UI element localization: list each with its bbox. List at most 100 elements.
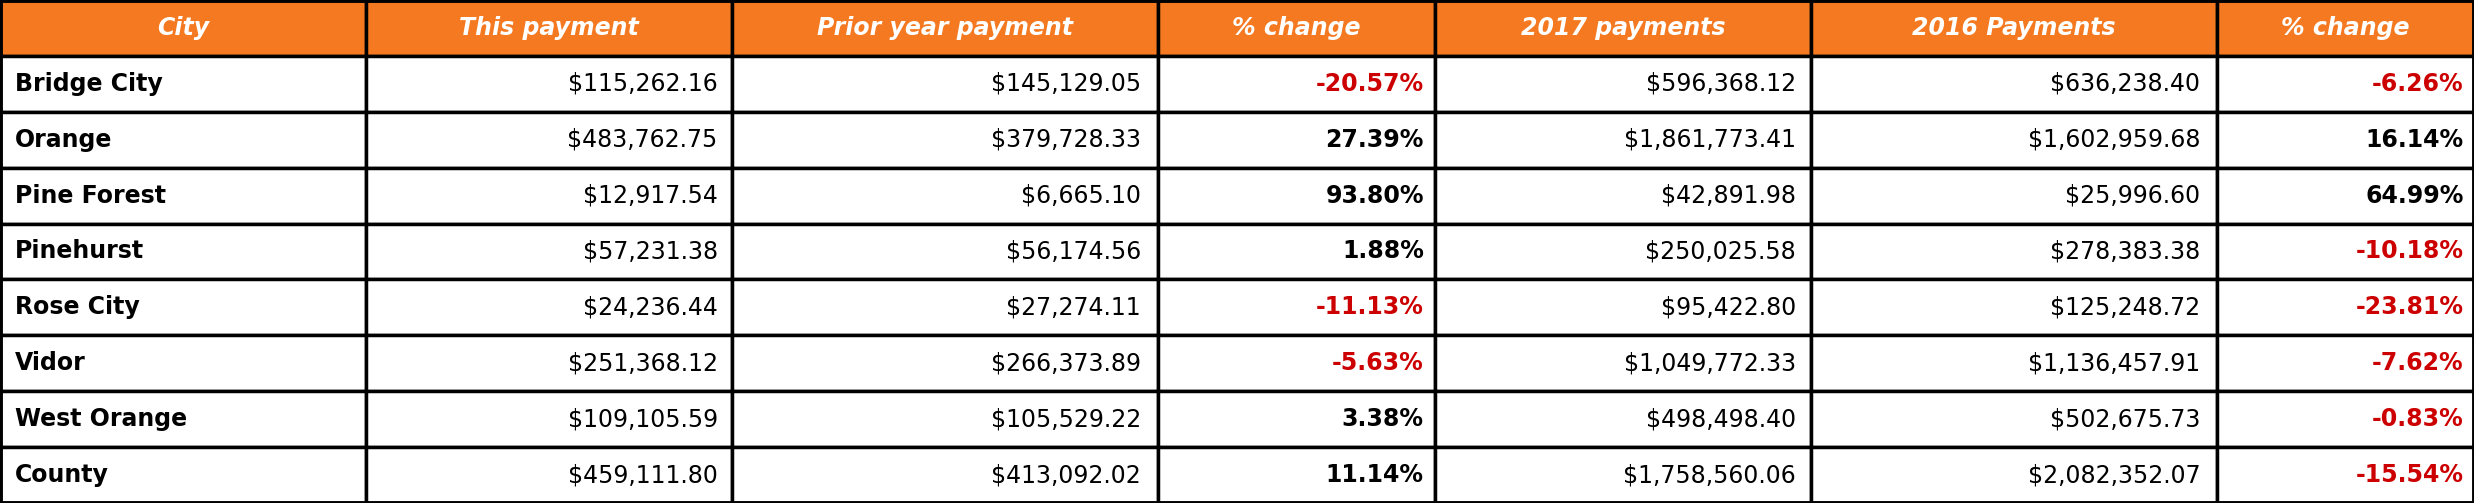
Text: Pinehurst: Pinehurst xyxy=(15,239,143,264)
Text: $250,025.58: $250,025.58 xyxy=(1645,239,1796,264)
Text: 2016 Payments: 2016 Payments xyxy=(1912,16,2115,40)
Bar xyxy=(0,280,366,336)
Text: $596,368.12: $596,368.12 xyxy=(1645,72,1796,96)
Text: $27,274.11: $27,274.11 xyxy=(1007,295,1141,319)
Text: $266,373.89: $266,373.89 xyxy=(990,351,1141,375)
Text: $413,092.02: $413,092.02 xyxy=(992,463,1141,487)
Bar xyxy=(1158,391,1435,447)
Bar xyxy=(1435,167,1811,223)
Bar xyxy=(0,56,366,112)
Text: $6,665.10: $6,665.10 xyxy=(1022,184,1141,208)
Text: -11.13%: -11.13% xyxy=(1316,295,1425,319)
Text: Bridge City: Bridge City xyxy=(15,72,163,96)
Bar xyxy=(0,391,366,447)
Bar xyxy=(732,56,1158,112)
Text: This payment: This payment xyxy=(460,16,638,40)
Text: 2017 payments: 2017 payments xyxy=(1522,16,1724,40)
Text: $95,422.80: $95,422.80 xyxy=(1660,295,1796,319)
Text: $1,758,560.06: $1,758,560.06 xyxy=(1623,463,1796,487)
Text: $109,105.59: $109,105.59 xyxy=(567,407,717,431)
Bar xyxy=(732,167,1158,223)
Text: $636,238.40: $636,238.40 xyxy=(2051,72,2199,96)
Bar xyxy=(1811,447,2217,503)
Text: $251,368.12: $251,368.12 xyxy=(567,351,717,375)
Bar xyxy=(366,223,732,280)
Bar xyxy=(1811,223,2217,280)
Text: 1.88%: 1.88% xyxy=(1341,239,1425,264)
Text: $115,262.16: $115,262.16 xyxy=(569,72,717,96)
Bar xyxy=(2217,391,2474,447)
Bar xyxy=(1435,112,1811,167)
Text: County: County xyxy=(15,463,109,487)
Text: $502,675.73: $502,675.73 xyxy=(2051,407,2199,431)
Text: 27.39%: 27.39% xyxy=(1326,128,1425,152)
Text: Rose City: Rose City xyxy=(15,295,139,319)
Text: -15.54%: -15.54% xyxy=(2355,463,2464,487)
Bar xyxy=(1435,0,1811,56)
Text: $278,383.38: $278,383.38 xyxy=(2051,239,2199,264)
Text: -20.57%: -20.57% xyxy=(1316,72,1425,96)
Bar xyxy=(1811,336,2217,391)
Bar xyxy=(732,280,1158,336)
Text: 93.80%: 93.80% xyxy=(1326,184,1425,208)
Text: $125,248.72: $125,248.72 xyxy=(2051,295,2199,319)
Bar xyxy=(1435,280,1811,336)
Bar xyxy=(366,167,732,223)
Bar xyxy=(732,112,1158,167)
Bar xyxy=(1811,167,2217,223)
Bar xyxy=(732,223,1158,280)
Text: $105,529.22: $105,529.22 xyxy=(990,407,1141,431)
Text: $57,231.38: $57,231.38 xyxy=(581,239,717,264)
Bar xyxy=(366,280,732,336)
Text: $42,891.98: $42,891.98 xyxy=(1660,184,1796,208)
Bar xyxy=(0,223,366,280)
Bar xyxy=(1811,56,2217,112)
Bar xyxy=(1158,336,1435,391)
Text: $25,996.60: $25,996.60 xyxy=(2066,184,2199,208)
Text: $459,111.80: $459,111.80 xyxy=(567,463,717,487)
Text: $379,728.33: $379,728.33 xyxy=(990,128,1141,152)
Text: West Orange: West Orange xyxy=(15,407,186,431)
Bar xyxy=(1811,280,2217,336)
Bar xyxy=(2217,280,2474,336)
Bar xyxy=(366,0,732,56)
Text: $1,602,959.68: $1,602,959.68 xyxy=(2029,128,2199,152)
Text: -23.81%: -23.81% xyxy=(2355,295,2464,319)
Bar xyxy=(2217,223,2474,280)
Text: 64.99%: 64.99% xyxy=(2365,184,2464,208)
Text: 3.38%: 3.38% xyxy=(1341,407,1425,431)
Bar xyxy=(0,336,366,391)
Text: $2,082,352.07: $2,082,352.07 xyxy=(2029,463,2199,487)
Bar xyxy=(2217,447,2474,503)
Bar xyxy=(2217,0,2474,56)
Bar xyxy=(0,447,366,503)
Bar xyxy=(2217,167,2474,223)
Text: $1,136,457.91: $1,136,457.91 xyxy=(2029,351,2199,375)
Bar xyxy=(732,391,1158,447)
Text: -7.62%: -7.62% xyxy=(2373,351,2464,375)
Text: $483,762.75: $483,762.75 xyxy=(567,128,717,152)
Text: -5.63%: -5.63% xyxy=(1331,351,1425,375)
Bar xyxy=(2217,56,2474,112)
Bar xyxy=(732,336,1158,391)
Bar xyxy=(2217,112,2474,167)
Bar xyxy=(1158,56,1435,112)
Bar xyxy=(1158,280,1435,336)
Bar xyxy=(1435,391,1811,447)
Text: -0.83%: -0.83% xyxy=(2373,407,2464,431)
Text: -10.18%: -10.18% xyxy=(2355,239,2464,264)
Bar xyxy=(366,447,732,503)
Text: Orange: Orange xyxy=(15,128,111,152)
Text: $1,861,773.41: $1,861,773.41 xyxy=(1623,128,1796,152)
Text: $145,129.05: $145,129.05 xyxy=(990,72,1141,96)
Bar xyxy=(1158,167,1435,223)
Text: 11.14%: 11.14% xyxy=(1326,463,1425,487)
Text: 16.14%: 16.14% xyxy=(2365,128,2464,152)
Text: Pine Forest: Pine Forest xyxy=(15,184,166,208)
Bar xyxy=(1811,391,2217,447)
Bar xyxy=(1158,223,1435,280)
Bar xyxy=(1158,112,1435,167)
Text: -6.26%: -6.26% xyxy=(2373,72,2464,96)
Bar xyxy=(1158,0,1435,56)
Bar xyxy=(1811,112,2217,167)
